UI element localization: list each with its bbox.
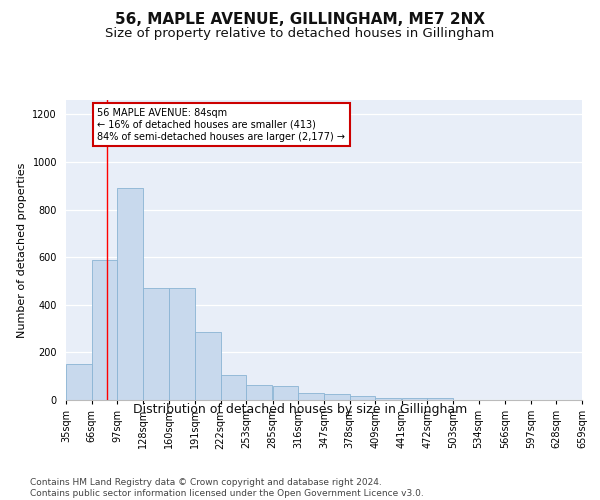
- Bar: [273, 386, 298, 400]
- Bar: [350, 396, 375, 400]
- Bar: [195, 332, 221, 400]
- Text: Size of property relative to detached houses in Gillingham: Size of property relative to detached ho…: [106, 28, 494, 40]
- Bar: [92, 260, 117, 400]
- Bar: [246, 384, 272, 400]
- Bar: [427, 398, 453, 400]
- Bar: [66, 364, 92, 400]
- Bar: [375, 398, 401, 400]
- Bar: [298, 393, 324, 400]
- Text: 56, MAPLE AVENUE, GILLINGHAM, ME7 2NX: 56, MAPLE AVENUE, GILLINGHAM, ME7 2NX: [115, 12, 485, 28]
- Bar: [221, 375, 246, 400]
- Y-axis label: Number of detached properties: Number of detached properties: [17, 162, 27, 338]
- Text: Contains HM Land Registry data © Crown copyright and database right 2024.
Contai: Contains HM Land Registry data © Crown c…: [30, 478, 424, 498]
- Bar: [117, 188, 143, 400]
- Text: 56 MAPLE AVENUE: 84sqm
← 16% of detached houses are smaller (413)
84% of semi-de: 56 MAPLE AVENUE: 84sqm ← 16% of detached…: [97, 108, 346, 142]
- Bar: [143, 288, 169, 400]
- Bar: [169, 288, 195, 400]
- Bar: [402, 398, 427, 400]
- Bar: [324, 394, 350, 400]
- Text: Distribution of detached houses by size in Gillingham: Distribution of detached houses by size …: [133, 402, 467, 415]
